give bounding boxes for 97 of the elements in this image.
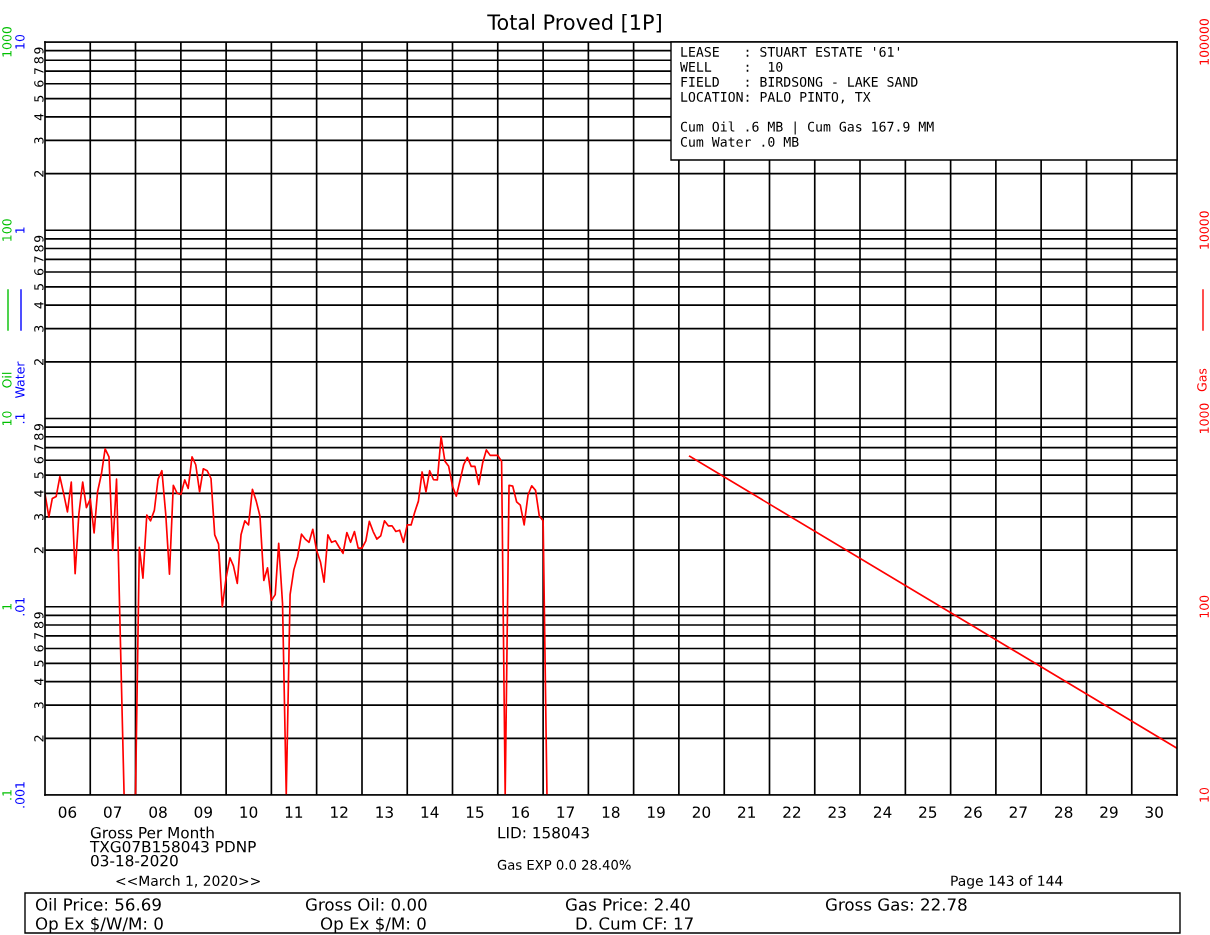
x-tick-label: 30 bbox=[1145, 806, 1163, 818]
text: 2 bbox=[34, 170, 44, 177]
text: TXG07B158043 PDNP bbox=[89, 840, 256, 853]
text: Gross Gas: 22.78 bbox=[825, 898, 967, 911]
text: 3 bbox=[34, 702, 44, 709]
text: 7 bbox=[34, 633, 44, 639]
text: 10 bbox=[2, 411, 12, 426]
x-tick-label: 06 bbox=[58, 806, 77, 818]
text: Gross Oil: 0.00 bbox=[305, 897, 427, 911]
text: 6 bbox=[34, 645, 44, 652]
text: .1 bbox=[2, 790, 12, 800]
text: 8 bbox=[34, 621, 44, 629]
text: 9 bbox=[34, 424, 44, 431]
x-tick-label: 07 bbox=[103, 806, 122, 818]
text: .01 bbox=[15, 597, 25, 616]
text: 9 bbox=[34, 47, 44, 54]
annotation: FIELD : BIRDSONG - LAKE SAND bbox=[681, 76, 918, 87]
text: 4 bbox=[34, 490, 44, 497]
text: 6 bbox=[34, 268, 44, 276]
y-tick-label: 100 bbox=[1199, 595, 1209, 618]
text: 7 bbox=[34, 68, 44, 75]
text: 03-18-2020 bbox=[91, 854, 178, 867]
text: Gas bbox=[1197, 368, 1207, 392]
text: 5 bbox=[34, 95, 44, 102]
text: 2 bbox=[34, 359, 44, 365]
text: Op Ex $/M: 0 bbox=[320, 916, 426, 934]
x-tick-label: 20 bbox=[692, 806, 711, 818]
text: 4 bbox=[34, 678, 44, 686]
text: .1 bbox=[15, 413, 25, 424]
chart-title: Total Proved [1P] bbox=[487, 13, 661, 33]
text: 9 bbox=[34, 235, 44, 243]
text: 8 bbox=[34, 57, 44, 64]
text: 3 bbox=[34, 325, 44, 332]
text: 4 bbox=[34, 301, 44, 309]
x-tick-label: 17 bbox=[557, 806, 574, 818]
x-tick-label: 21 bbox=[738, 806, 755, 818]
text: 5 bbox=[34, 284, 44, 290]
x-tick-label: 22 bbox=[783, 806, 801, 818]
x-tick-label: 10 bbox=[240, 806, 258, 818]
x-tick-label: 26 bbox=[964, 806, 982, 818]
legend-label: Water bbox=[15, 361, 25, 399]
legend-label: Oil bbox=[1, 372, 12, 388]
x-tick-label: 15 bbox=[466, 806, 484, 818]
text: Gas Price: 2.40 bbox=[565, 897, 690, 911]
x-tick-label: 29 bbox=[1100, 806, 1118, 818]
text: .001 bbox=[15, 782, 25, 808]
x-tick-label: 14 bbox=[421, 806, 439, 818]
x-tick-label: 19 bbox=[648, 806, 665, 818]
x-tick-label: 11 bbox=[285, 806, 303, 818]
annotation: LEASE : STUART ESTATE '61' bbox=[681, 46, 899, 57]
x-tick-label: 28 bbox=[1055, 806, 1073, 818]
x-tick-label: 25 bbox=[919, 806, 937, 818]
text: Gross Per Month bbox=[90, 826, 214, 839]
text: D. Cum CF: 17 bbox=[576, 917, 693, 930]
x-tick-label: 16 bbox=[512, 806, 530, 818]
text: 9 bbox=[34, 612, 44, 619]
annotation: Cum Water .0 MB bbox=[680, 136, 799, 147]
text: 7 bbox=[34, 444, 44, 451]
x-tick-label: 09 bbox=[194, 806, 212, 818]
annotation: Cum Oil .6 MB | Cum Gas 167.9 MM bbox=[680, 121, 934, 135]
text: Gas EXP 0.0 28.40% bbox=[497, 859, 631, 870]
x-tick-label: 13 bbox=[376, 806, 393, 818]
y-tick-label: 100000 bbox=[1199, 18, 1209, 65]
text: 3 bbox=[34, 137, 44, 144]
x-tick-label: 27 bbox=[1009, 806, 1027, 818]
annotation: WELL : 10 bbox=[680, 61, 783, 72]
text: 6 bbox=[34, 80, 44, 87]
x-tick-label: 23 bbox=[828, 806, 846, 818]
line-series bbox=[45, 435, 548, 795]
text: LID: 158043 bbox=[498, 826, 589, 839]
text: 7 bbox=[34, 256, 44, 263]
text: Op Ex $/W/M: 0 bbox=[35, 916, 163, 934]
x-tick-label: 12 bbox=[331, 806, 348, 818]
x-tick-label: 24 bbox=[873, 806, 892, 818]
text: 1 bbox=[2, 603, 12, 610]
text: 100 bbox=[2, 219, 12, 241]
text: <<March 1, 2020>> bbox=[116, 875, 260, 888]
text: 5 bbox=[34, 660, 44, 667]
y-tick-label: 10000 bbox=[1199, 211, 1209, 249]
y-tick-label: 1000 bbox=[1199, 403, 1209, 434]
text: 8 bbox=[34, 433, 44, 440]
text: Oil Price: 56.69 bbox=[35, 897, 161, 911]
text: 1 bbox=[15, 227, 25, 233]
text: 3 bbox=[34, 513, 44, 520]
text: 5 bbox=[34, 472, 44, 479]
text: 2 bbox=[34, 735, 44, 742]
text: Page 143 of 144 bbox=[951, 875, 1063, 889]
text: 6 bbox=[34, 457, 44, 464]
text: 10 bbox=[15, 34, 25, 49]
x-tick-label: 18 bbox=[602, 806, 620, 818]
text: 8 bbox=[34, 245, 44, 252]
text: 4 bbox=[34, 113, 44, 121]
text: 2 bbox=[34, 547, 44, 554]
annotation: LOCATION: PALO PINTO, TX bbox=[681, 91, 871, 104]
text: 1000 bbox=[2, 26, 12, 57]
y-tick-label: 10 bbox=[1199, 787, 1209, 802]
x-tick-label: 08 bbox=[149, 806, 167, 818]
